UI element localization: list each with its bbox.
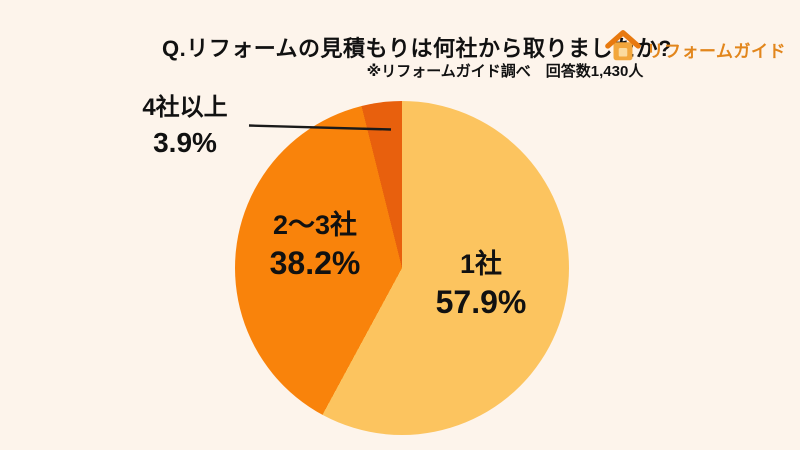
slice-name: 4社以上 (142, 94, 228, 121)
slice-name: 1社 (459, 249, 503, 279)
slice-value: 38.2% (269, 245, 361, 281)
slice-name: 2〜3社 (272, 210, 358, 240)
house-icon (604, 28, 642, 71)
pie-label-4sha-ijo: 4社以上 3.9% (142, 91, 227, 161)
slice-value: 3.9% (153, 127, 217, 158)
logo-text: リフォームガイド (646, 42, 786, 61)
pie-label-2-3sha: 2〜3社 38.2% (270, 207, 361, 283)
brand-logo: リフォームガイド (604, 28, 787, 71)
chart-title: Q.リフォームの見積もりは何社から取りましたか? (161, 36, 673, 61)
slice-value: 57.9% (435, 284, 527, 320)
pie-label-1sha: 1社 57.9% (436, 246, 527, 322)
pie-chart (235, 101, 569, 435)
leader-line (248, 124, 392, 131)
chart-subtitle: ※リフォームガイド調べ 回答数1,430人 (366, 63, 644, 80)
